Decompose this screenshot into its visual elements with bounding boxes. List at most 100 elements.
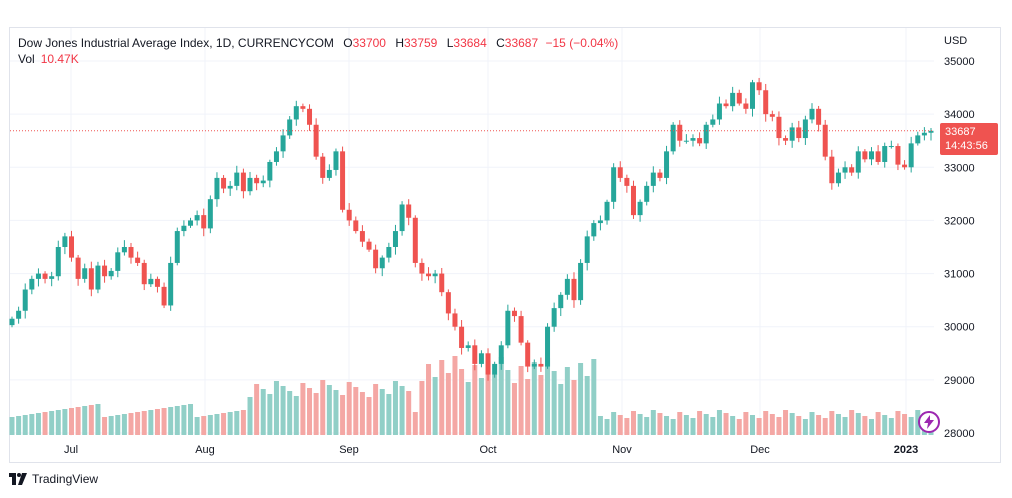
volume-bar: [313, 393, 319, 435]
volume-bar: [657, 413, 663, 435]
volume-bar: [730, 416, 736, 435]
candle-body: [419, 262, 425, 274]
candle-body: [35, 273, 41, 279]
candle-body: [386, 247, 392, 258]
candle-body: [340, 151, 346, 210]
candle-body: [736, 92, 742, 104]
volume-bar: [445, 373, 451, 435]
candle-body: [796, 127, 802, 139]
volume-bar: [201, 416, 207, 435]
candle-body: [915, 135, 921, 144]
candle-body: [379, 257, 385, 269]
candle-body: [564, 278, 570, 295]
candle-body: [194, 215, 200, 221]
y-tick-label: 34000: [944, 109, 975, 121]
change-value: −15 (−0.04%): [545, 36, 619, 50]
candle-body: [406, 204, 412, 218]
candle-body: [333, 151, 339, 170]
volume-bar: [399, 386, 405, 435]
candle-body: [280, 135, 286, 152]
candle-body: [307, 108, 313, 125]
candle-body: [855, 151, 861, 173]
bar-countdown: 14:43:56: [945, 140, 988, 152]
volume-bar: [862, 416, 868, 435]
candle-body: [492, 363, 498, 375]
volume-bar: [472, 365, 478, 435]
volume-bar: [227, 412, 233, 435]
volume-bar: [630, 411, 636, 435]
candle-body: [128, 247, 134, 258]
candle-body: [465, 345, 471, 348]
y-tick-label: 29000: [944, 375, 975, 387]
volume-bar: [55, 410, 61, 435]
volume-bar: [677, 412, 683, 435]
x-tick-label: Oct: [479, 444, 496, 456]
candle-body: [452, 313, 458, 327]
candle-body: [868, 151, 874, 160]
candle-body: [657, 172, 663, 178]
candle-body: [459, 326, 465, 348]
candle-body: [346, 209, 352, 221]
tradingview-logo-icon: [9, 473, 27, 485]
candle-body: [273, 151, 279, 162]
candle-body: [154, 278, 160, 287]
volume-bar: [108, 416, 114, 435]
volume-bar: [188, 404, 194, 435]
tradingview-brand[interactable]: TradingView: [9, 472, 98, 486]
high-label: H: [395, 36, 404, 50]
candle-body: [207, 199, 213, 229]
volume-bar: [842, 417, 848, 435]
volume-bar: [822, 418, 828, 435]
candle-body: [611, 167, 617, 202]
y-tick-label: 33000: [944, 162, 975, 174]
candle-body: [551, 308, 557, 327]
candle-body: [9, 318, 15, 326]
volume-bar: [181, 405, 187, 435]
volume-bar: [300, 383, 306, 435]
volume-bar: [247, 397, 253, 435]
volume-bar: [545, 358, 551, 435]
candle-body: [254, 177, 260, 184]
lightning-icon[interactable]: [918, 411, 940, 433]
volume-bar: [644, 417, 650, 435]
candle-body: [842, 167, 848, 173]
volume-bar: [816, 415, 822, 435]
candle-body: [591, 223, 597, 237]
candle-body: [697, 138, 703, 144]
y-tick-label: 31000: [944, 269, 975, 281]
candle-body: [260, 180, 266, 184]
candle-body: [22, 289, 28, 311]
volume-bar: [498, 357, 504, 435]
close-label: C: [496, 36, 505, 50]
volume-bar: [102, 417, 108, 435]
candle-body: [102, 265, 108, 277]
volume-bar: [373, 384, 379, 435]
volume-bar: [267, 394, 273, 435]
candle-body: [511, 310, 517, 317]
candle-body: [16, 310, 22, 319]
volume-bar: [868, 419, 874, 435]
volume-bar: [763, 411, 769, 435]
volume-bar: [697, 411, 703, 435]
volume-bar: [465, 382, 471, 435]
volume-bar: [22, 415, 28, 435]
candle-body: [928, 130, 934, 133]
volume-bar: [769, 414, 775, 435]
candle-body: [366, 241, 372, 250]
volume-bar: [783, 410, 789, 435]
volume-bar: [148, 410, 154, 435]
volume-bar: [538, 375, 544, 435]
candle-body: [538, 363, 544, 367]
volume-bar: [194, 417, 200, 435]
y-tick-label: 35000: [944, 56, 975, 68]
candle-body: [445, 292, 451, 314]
volume-bar: [492, 374, 498, 435]
candle-body: [498, 345, 504, 364]
candle-body: [55, 247, 61, 277]
candle-body: [287, 119, 293, 136]
close-value: 33687: [504, 36, 539, 50]
volume-bar: [849, 410, 855, 435]
volume-bar: [690, 418, 696, 435]
candle-body: [221, 177, 227, 189]
